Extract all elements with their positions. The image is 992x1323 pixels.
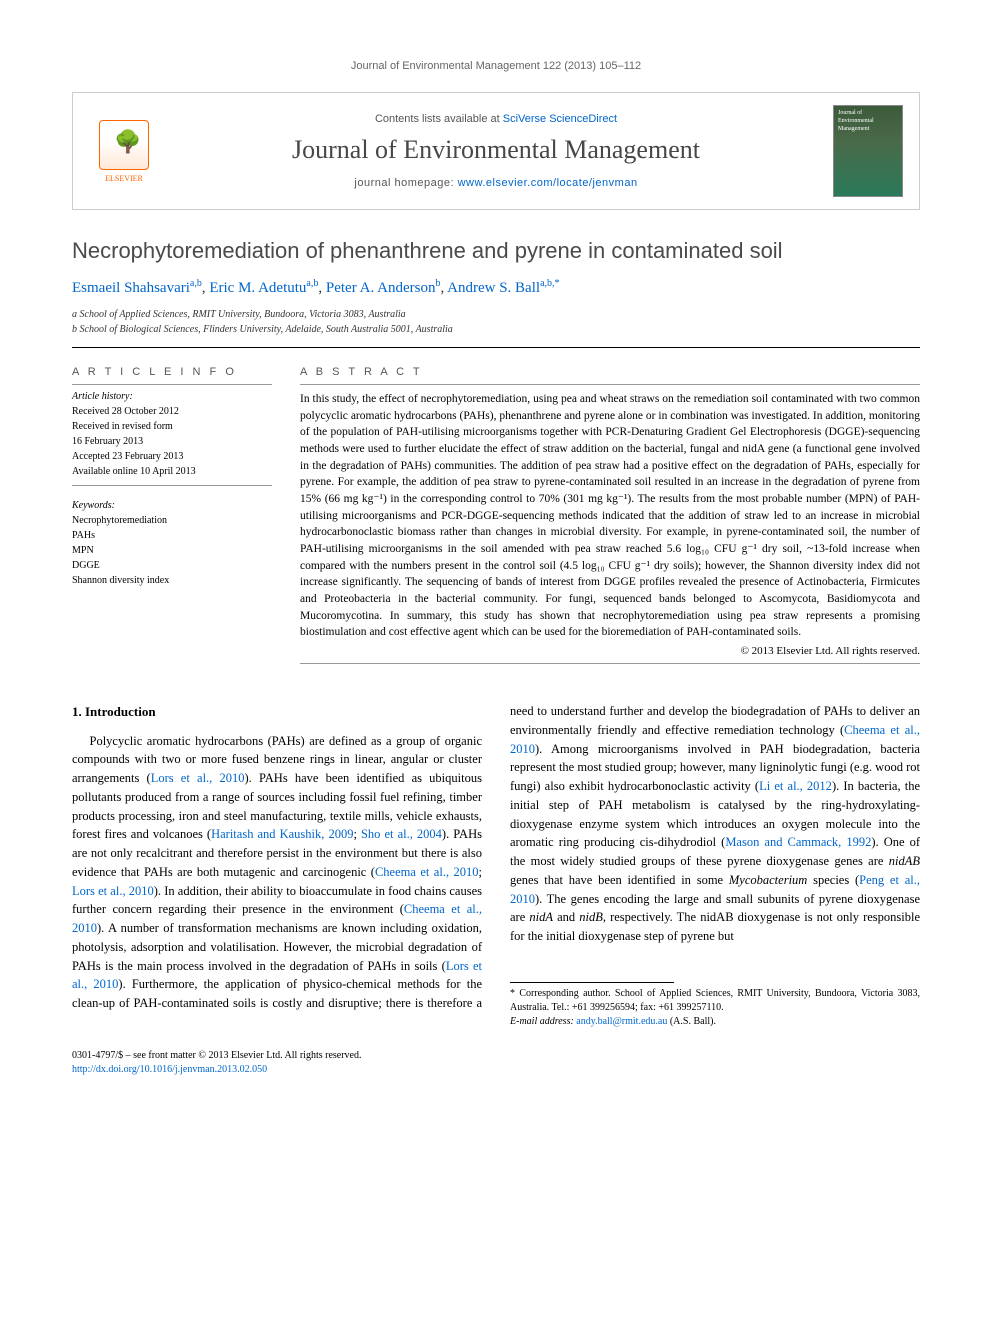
italic-text: Mycobacterium (729, 873, 807, 887)
history-item: Received 28 October 2012 (72, 404, 272, 419)
abstract-column: A B S T R A C T In this study, the effec… (300, 366, 920, 670)
citation-link[interactable]: Lors et al., 2010 (151, 771, 245, 785)
keyword-item: PAHs (72, 528, 272, 543)
italic-text: nidB (579, 910, 603, 924)
homepage-prefix: journal homepage: (354, 177, 457, 189)
author-link[interactable]: Eric M. Adetutu (209, 280, 306, 296)
footnote-rule (510, 982, 674, 983)
thin-rule (72, 384, 272, 385)
doi-link[interactable]: http://dx.doi.org/10.1016/j.jenvman.2013… (72, 1064, 267, 1075)
citation-link[interactable]: Haritash and Kaushik, 2009 (211, 827, 353, 841)
citation-link[interactable]: Sho et al., 2004 (361, 827, 442, 841)
citation-link[interactable]: Lors et al., 2010 (72, 884, 154, 898)
publisher-name: ELSEVIER (105, 174, 143, 183)
body-text: ; (479, 865, 482, 879)
author-link[interactable]: Esmaeil Shahsavari (72, 280, 190, 296)
elsevier-logo[interactable]: ELSEVIER (89, 111, 159, 191)
page-footer: 0301-4797/$ – see front matter © 2013 El… (72, 1049, 920, 1077)
keywords-label: Keywords: (72, 500, 272, 511)
corresponding-author-note: * Corresponding author. School of Applie… (510, 987, 920, 1015)
section-heading: 1. Introduction (72, 702, 482, 722)
article-info-heading: A R T I C L E I N F O (72, 366, 272, 378)
masthead-center: Contents lists available at SciVerse Sci… (177, 113, 815, 189)
body-text: ; (353, 827, 361, 841)
sciencedirect-link[interactable]: SciVerse ScienceDirect (503, 113, 617, 125)
body-paragraph: Polycyclic aromatic hydrocarbons (PAHs) … (72, 702, 920, 1029)
keyword-item: DGGE (72, 558, 272, 573)
affiliations: a School of Applied Sciences, RMIT Unive… (72, 307, 920, 337)
masthead: ELSEVIER Contents lists available at Sci… (72, 92, 920, 210)
keyword-item: Necrophytoremediation (72, 513, 272, 528)
thin-rule (72, 485, 272, 486)
keyword-item: Shannon diversity index (72, 573, 272, 588)
history-item: Received in revised form (72, 419, 272, 434)
homepage-line: journal homepage: www.elsevier.com/locat… (177, 177, 815, 189)
article-info-column: A R T I C L E I N F O Article history: R… (72, 366, 272, 670)
author-affil-sup: a,b,* (540, 278, 559, 289)
email-suffix: (A.S. Ball). (667, 1016, 716, 1027)
citation-link[interactable]: Cheema et al., 2010 (375, 865, 479, 879)
article-title: Necrophytoremediation of phenanthrene an… (72, 238, 920, 264)
body-text: species ( (807, 873, 859, 887)
body-text: genes that have been identified in some (510, 873, 729, 887)
citation-link[interactable]: Li et al., 2012 (759, 779, 832, 793)
body-text: and (553, 910, 579, 924)
email-line: E-mail address: andy.ball@rmit.edu.au (A… (510, 1015, 920, 1029)
abstract-heading: A B S T R A C T (300, 366, 920, 378)
homepage-link[interactable]: www.elsevier.com/locate/jenvman (458, 177, 638, 189)
keyword-item: MPN (72, 543, 272, 558)
author-affil-sup: b (435, 278, 440, 289)
thin-rule (300, 384, 920, 385)
thin-rule (300, 663, 920, 664)
journal-name: Journal of Environmental Management (177, 135, 815, 165)
italic-text: nidA (529, 910, 553, 924)
email-label: E-mail address: (510, 1016, 576, 1027)
author-link[interactable]: Andrew S. Ball (447, 280, 540, 296)
citation-link[interactable]: Mason and Cammack, 1992 (725, 835, 871, 849)
running-head: Journal of Environmental Management 122 … (72, 60, 920, 72)
abstract-copyright: © 2013 Elsevier Ltd. All rights reserved… (300, 645, 920, 657)
journal-cover-thumbnail[interactable]: Journal of Environmental Management (833, 105, 903, 197)
body-columns: 1. Introduction Polycyclic aromatic hydr… (72, 702, 920, 1029)
body-text: ). A number of transformation mechanisms… (97, 921, 427, 935)
history-label: Article history: (72, 391, 272, 402)
abstract-text: In this study, the effect of necrophytor… (300, 391, 920, 641)
affiliation-item: b School of Biological Sciences, Flinder… (72, 322, 920, 337)
contents-prefix: Contents lists available at (375, 113, 503, 125)
elsevier-tree-icon (99, 120, 149, 170)
footer-copyright: 0301-4797/$ – see front matter © 2013 El… (72, 1049, 920, 1063)
info-abstract-row: A R T I C L E I N F O Article history: R… (72, 366, 920, 670)
author-list: Esmaeil Shahsavaria,b, Eric M. Adetutua,… (72, 278, 920, 297)
italic-text: nidAB (889, 854, 920, 868)
contents-line: Contents lists available at SciVerse Sci… (177, 113, 815, 125)
footnote-block: * Corresponding author. School of Applie… (510, 982, 920, 1029)
author-affil-sup: a,b (190, 278, 202, 289)
history-item: Available online 10 April 2013 (72, 464, 272, 479)
horizontal-rule (72, 347, 920, 348)
history-item: 16 February 2013 (72, 434, 272, 449)
author-affil-sup: a,b (306, 278, 318, 289)
author-link[interactable]: Peter A. Anderson (326, 280, 436, 296)
history-item: Accepted 23 February 2013 (72, 449, 272, 464)
email-link[interactable]: andy.ball@rmit.edu.au (576, 1016, 667, 1027)
page: Journal of Environmental Management 122 … (0, 0, 992, 1117)
affiliation-item: a School of Applied Sciences, RMIT Unive… (72, 307, 920, 322)
